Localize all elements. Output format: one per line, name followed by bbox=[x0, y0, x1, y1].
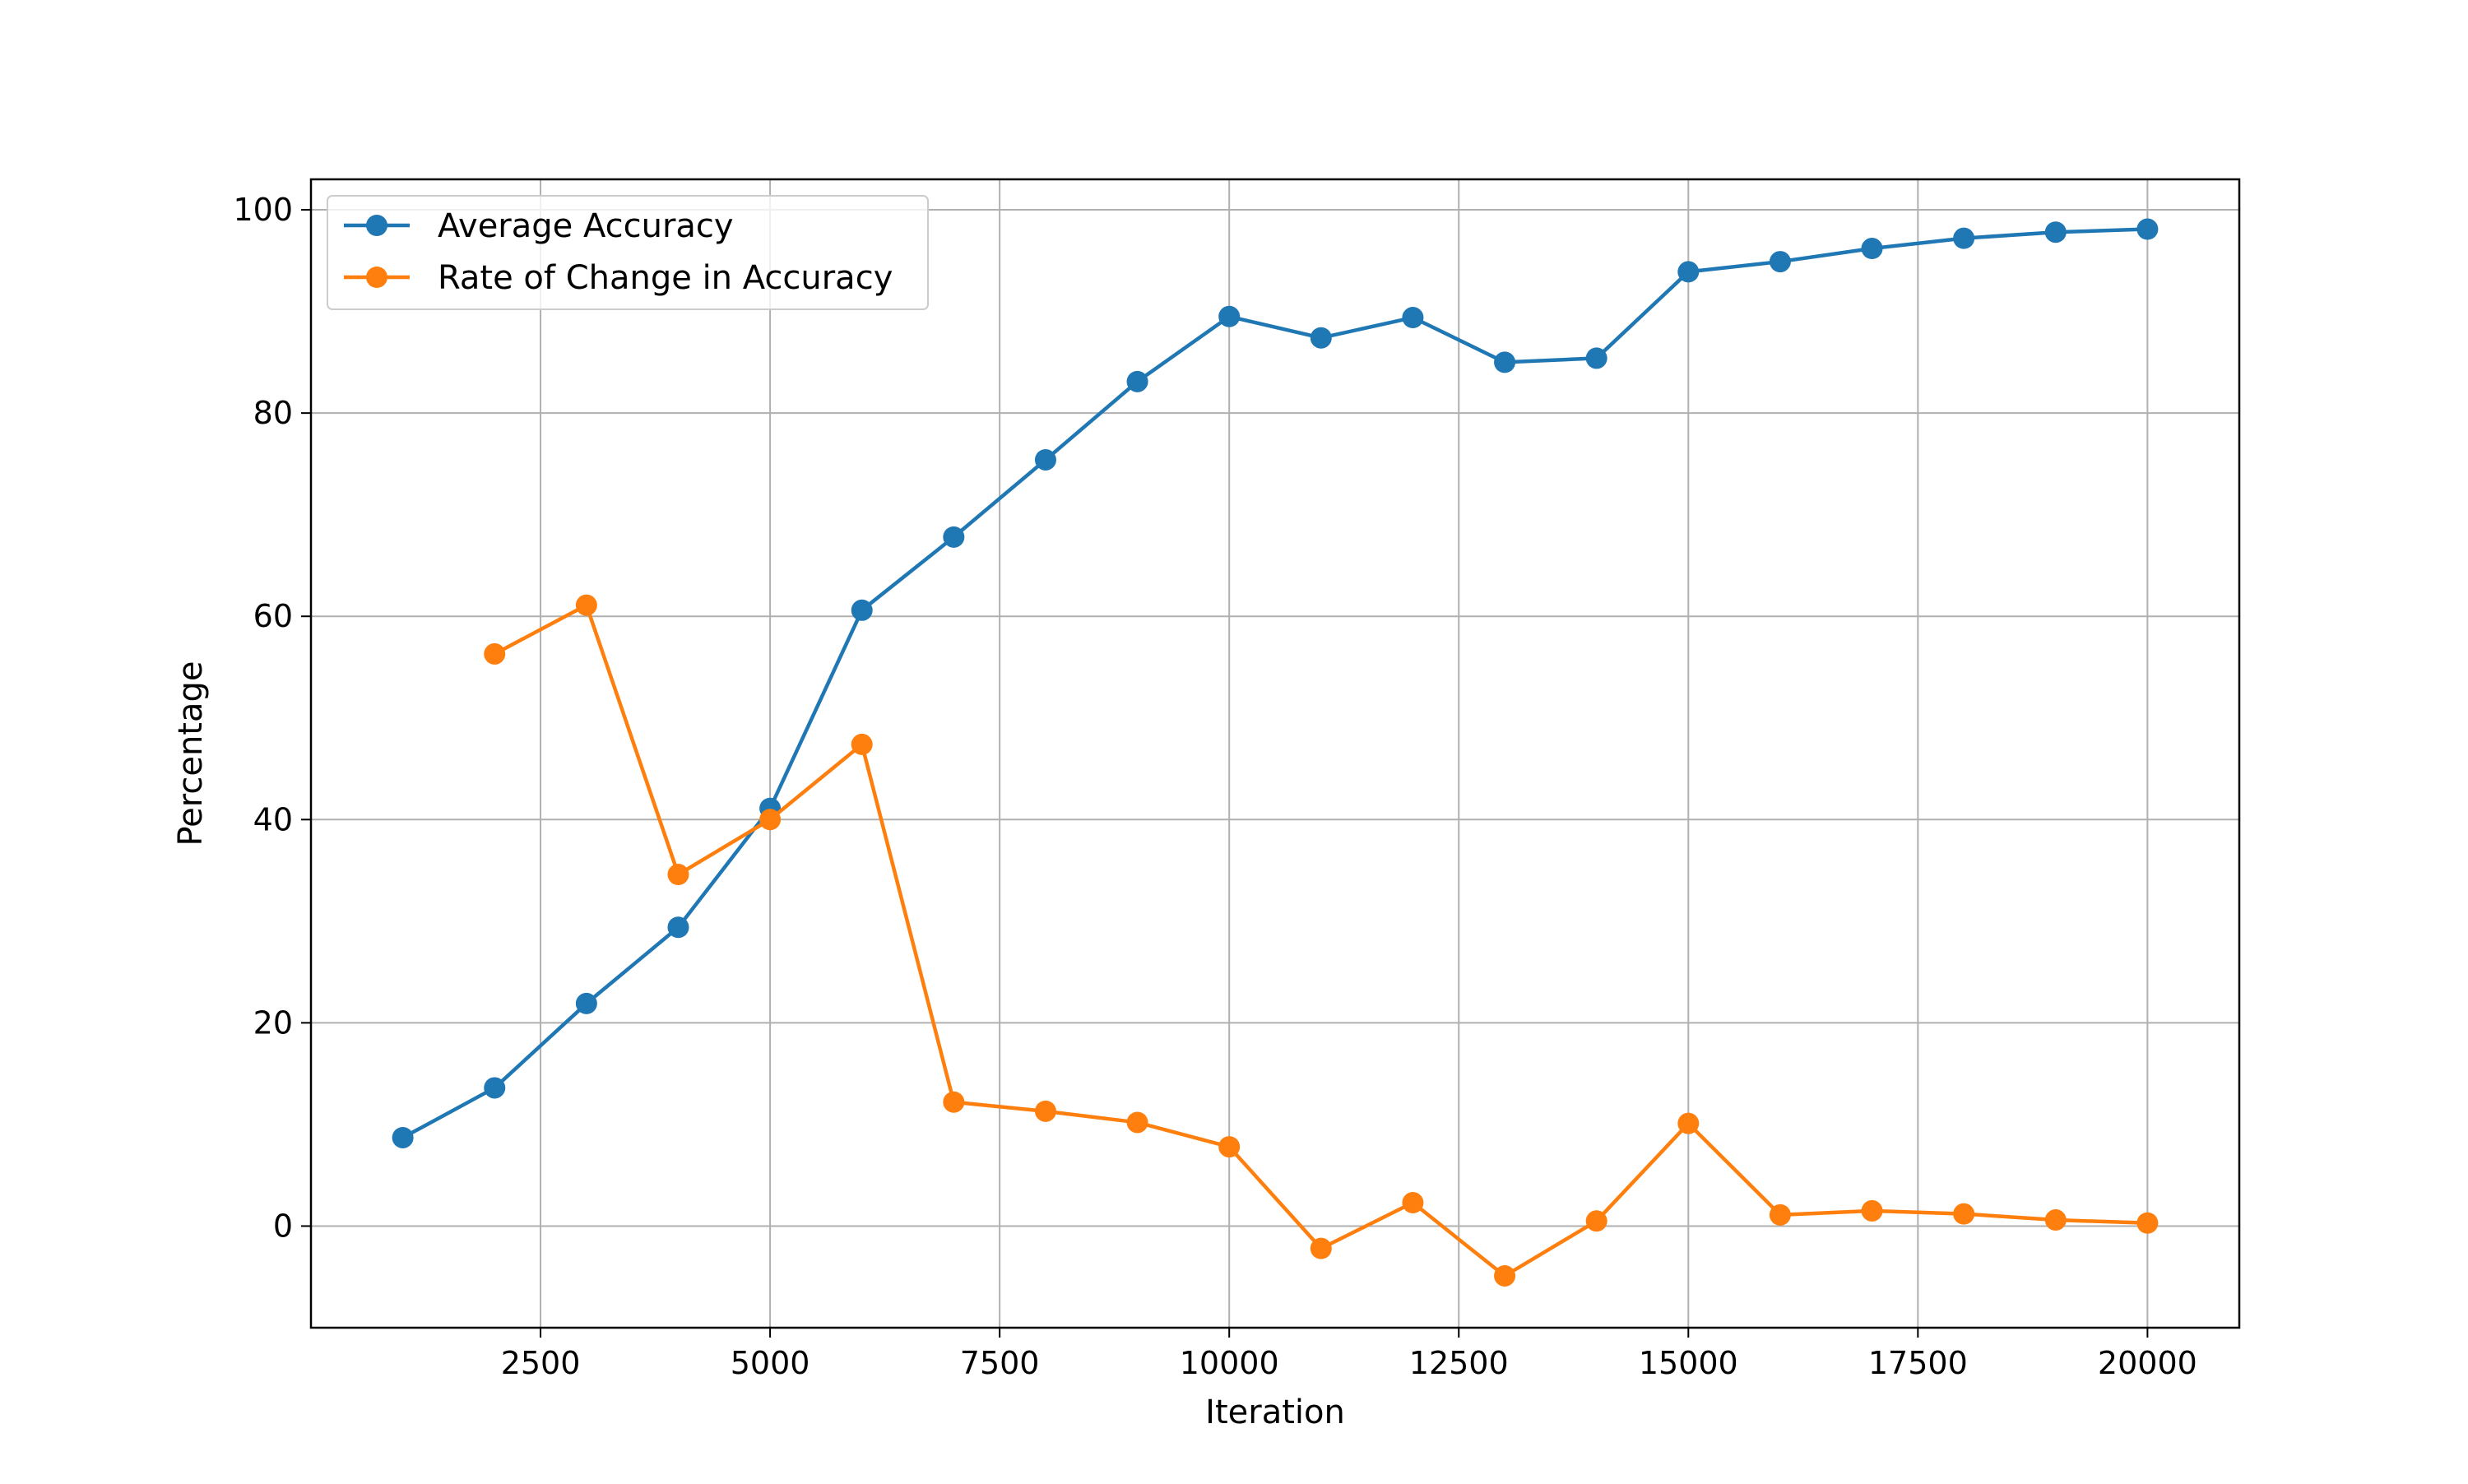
data-point bbox=[575, 594, 597, 616]
data-point bbox=[1310, 327, 1332, 349]
y-tick-label: 60 bbox=[253, 598, 293, 634]
data-point bbox=[667, 916, 689, 939]
x-axis-label: Iteration bbox=[1205, 1394, 1345, 1431]
data-point bbox=[1861, 1199, 1883, 1222]
data-point bbox=[1034, 1100, 1056, 1122]
data-point bbox=[1126, 1111, 1148, 1134]
x-tick-label: 12500 bbox=[1409, 1345, 1509, 1381]
data-point bbox=[851, 599, 873, 621]
x-tick-label: 2500 bbox=[501, 1345, 581, 1381]
y-tick-label: 80 bbox=[253, 395, 293, 431]
data-point bbox=[759, 809, 782, 831]
x-tick-label: 10000 bbox=[1180, 1345, 1279, 1381]
data-point bbox=[943, 1091, 965, 1113]
data-point bbox=[1585, 1210, 1607, 1232]
x-tick-label: 20000 bbox=[2098, 1345, 2197, 1381]
x-tick-label: 17500 bbox=[1868, 1345, 1968, 1381]
series-2 bbox=[484, 594, 2159, 1287]
data-point bbox=[851, 733, 873, 755]
data-point bbox=[1953, 227, 1975, 249]
data-point bbox=[575, 992, 597, 1014]
data-point bbox=[1494, 1264, 1516, 1287]
data-point bbox=[1769, 1203, 1791, 1226]
x-tick-label: 5000 bbox=[731, 1345, 810, 1381]
data-point bbox=[1218, 1136, 1241, 1158]
data-point bbox=[1218, 305, 1241, 327]
legend-marker bbox=[366, 267, 387, 288]
data-point bbox=[1769, 251, 1791, 273]
data-point bbox=[1310, 1237, 1332, 1259]
x-tick-label: 7500 bbox=[960, 1345, 1040, 1381]
data-point bbox=[1034, 448, 1056, 471]
y-axis-label: Percentage bbox=[172, 661, 210, 846]
data-point bbox=[667, 864, 689, 886]
y-tick-label: 40 bbox=[253, 801, 293, 837]
data-point bbox=[1861, 238, 1883, 260]
data-point bbox=[1953, 1203, 1975, 1225]
series-1 bbox=[392, 218, 2159, 1148]
legend-label: Average Accuracy bbox=[438, 207, 734, 245]
series-line bbox=[401, 227, 2148, 1139]
series-group bbox=[392, 218, 2159, 1287]
data-point bbox=[1494, 351, 1516, 373]
axis-ticks: 2500 5000 7500 10000 12500 15000 17500 20000 0 20… bbox=[233, 192, 2197, 1381]
data-point bbox=[1126, 370, 1148, 392]
data-point bbox=[2044, 221, 2067, 243]
legend: Average Accuracy Rate of Change in Accura… bbox=[327, 195, 929, 310]
data-point bbox=[1677, 261, 1700, 283]
data-point bbox=[484, 642, 506, 665]
y-tick-label: 0 bbox=[273, 1208, 293, 1244]
data-point bbox=[943, 526, 965, 548]
data-point bbox=[484, 1077, 506, 1099]
data-point bbox=[1402, 1192, 1424, 1214]
legend-label: Rate of Change in Accuracy bbox=[438, 259, 893, 297]
data-point bbox=[2136, 218, 2159, 240]
x-tick-label: 15000 bbox=[1639, 1345, 1738, 1381]
y-tick-label: 20 bbox=[253, 1004, 293, 1041]
legend-box bbox=[327, 195, 929, 310]
data-point bbox=[2136, 1212, 2159, 1234]
y-tick-label: 100 bbox=[233, 192, 293, 228]
data-point bbox=[1402, 307, 1424, 329]
data-point bbox=[1585, 347, 1607, 369]
data-point bbox=[2044, 1209, 2067, 1231]
data-point bbox=[392, 1126, 414, 1148]
grid-lines bbox=[311, 179, 2239, 1328]
legend-marker bbox=[366, 215, 387, 236]
plot-area-frame bbox=[309, 178, 2241, 1329]
data-point bbox=[1677, 1112, 1700, 1134]
